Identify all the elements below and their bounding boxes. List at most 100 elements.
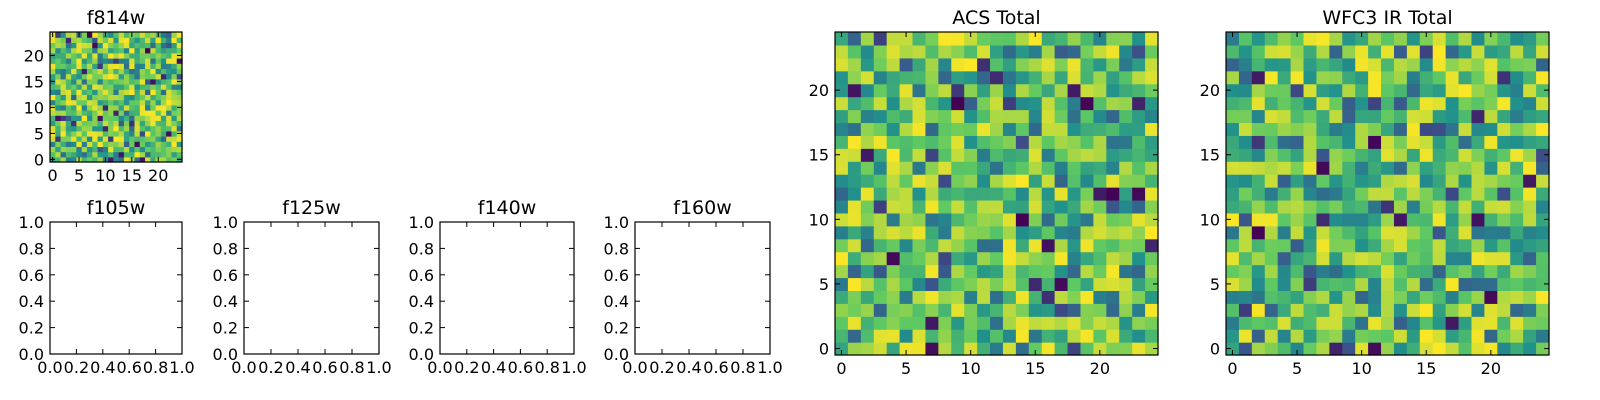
heatmap-cell — [1393, 187, 1408, 201]
heatmap-cell — [50, 99, 56, 106]
heatmap-cell — [1458, 238, 1473, 253]
heatmap-cell — [1432, 199, 1447, 214]
heatmap-cell — [925, 148, 939, 162]
heatmap-cell — [1342, 96, 1356, 111]
heatmap-cell — [1002, 187, 1017, 201]
heatmap-cell — [160, 78, 167, 85]
heatmap-cell — [1119, 303, 1133, 317]
heatmap-cell — [1432, 174, 1447, 188]
heatmap-cell — [925, 199, 939, 214]
heatmap-cell — [176, 47, 183, 54]
heatmap-cell — [97, 47, 104, 54]
heatmap-cell — [1432, 96, 1447, 111]
heatmap-cell — [835, 70, 849, 85]
heatmap-cell — [938, 264, 952, 279]
heatmap-cell — [1080, 290, 1094, 304]
heatmap-cell — [1119, 225, 1133, 240]
heatmap-cell — [1119, 161, 1133, 175]
heatmap-cell — [912, 70, 927, 85]
heatmap-cell — [1484, 238, 1498, 253]
heatmap-cell — [86, 94, 93, 101]
heatmap-cell — [1132, 277, 1146, 291]
heatmap-cell — [113, 78, 120, 85]
heatmap-cell — [134, 115, 141, 121]
heatmap-cell — [118, 58, 125, 64]
heatmap-cell — [1523, 316, 1537, 330]
heatmap-cell — [113, 94, 120, 101]
heatmap-cell — [1368, 57, 1382, 72]
heatmap-cell — [176, 89, 183, 95]
heatmap-cell — [1406, 225, 1421, 240]
heatmap-cell — [1093, 44, 1107, 59]
heatmap-cell — [1264, 174, 1279, 188]
heatmap-cell — [150, 52, 157, 59]
heatmap-cell — [1251, 32, 1266, 46]
heatmap-cell — [1080, 83, 1094, 98]
heatmap-cell — [1290, 225, 1305, 240]
heatmap-cell — [1458, 212, 1473, 227]
heatmap-cell — [1106, 251, 1120, 266]
heatmap-cell — [1080, 161, 1094, 175]
heatmap-cell — [1536, 225, 1550, 240]
heatmap-cell — [171, 151, 178, 158]
heatmap-cell — [847, 238, 862, 253]
heatmap-cell — [1028, 122, 1043, 136]
heatmap-cell — [1251, 238, 1266, 253]
heatmap-cell — [1368, 44, 1382, 59]
heatmap-cell — [108, 141, 114, 147]
heatmap-cell — [97, 52, 104, 59]
heatmap-cell — [118, 47, 125, 54]
heatmap-cell — [123, 125, 130, 132]
heatmap-cell — [1419, 316, 1434, 330]
heatmap-cell — [97, 94, 104, 101]
heatmap-cell — [1393, 135, 1408, 149]
heatmap-cell — [108, 115, 114, 121]
heatmap-cell — [139, 110, 146, 116]
heatmap-cell — [134, 89, 141, 95]
heatmap-cell — [1145, 225, 1159, 240]
heatmap-cell — [1264, 225, 1279, 240]
heatmap-cell — [1251, 316, 1266, 330]
heatmap-cell — [951, 70, 965, 85]
heatmap-cell — [925, 342, 939, 356]
heatmap-cell — [1264, 251, 1279, 266]
heatmap-cell — [1381, 290, 1395, 304]
heatmap-cell — [1523, 32, 1537, 46]
heatmap-cell — [1355, 148, 1369, 162]
heatmap-cell — [1132, 161, 1146, 175]
heatmap-cell — [160, 146, 167, 153]
heatmap-cell — [938, 122, 952, 136]
heatmap-cell — [925, 70, 939, 85]
heatmap-cell — [113, 52, 120, 59]
heatmap-cell — [1536, 264, 1550, 279]
heatmap-cell — [1510, 329, 1524, 343]
heatmap-cell — [113, 115, 120, 121]
heatmap-cell — [990, 148, 1004, 162]
heatmap-cell — [1132, 329, 1146, 343]
heatmap-cell — [55, 32, 62, 38]
heatmap-cell — [1251, 83, 1266, 98]
y-tick-label: 0.2 — [213, 319, 238, 338]
heatmap-cell — [1028, 316, 1043, 330]
heatmap-cell — [964, 70, 978, 85]
x-tick-label: 0.0 — [231, 358, 256, 377]
heatmap-cell — [1471, 212, 1485, 227]
heatmap-cell — [129, 110, 136, 116]
x-tick-label: 5 — [1292, 359, 1302, 378]
heatmap-cell — [977, 135, 991, 149]
heatmap-cell — [1536, 109, 1550, 124]
heatmap-cell — [1484, 161, 1498, 175]
heatmap-cell — [1471, 277, 1485, 291]
heatmap-cell — [873, 96, 888, 111]
axes-frame — [49, 221, 183, 355]
heatmap-cell — [1342, 251, 1356, 266]
heatmap-cell — [1028, 329, 1043, 343]
heatmap-cell — [65, 146, 72, 153]
heatmap-cell — [899, 174, 914, 188]
heatmap-cell — [886, 44, 901, 59]
heatmap-cell — [1054, 316, 1069, 330]
heatmap-cell — [1329, 174, 1343, 188]
heatmap-cell — [60, 63, 67, 69]
axes-frame — [634, 221, 771, 355]
x-tick-label: 0.6 — [508, 358, 533, 377]
